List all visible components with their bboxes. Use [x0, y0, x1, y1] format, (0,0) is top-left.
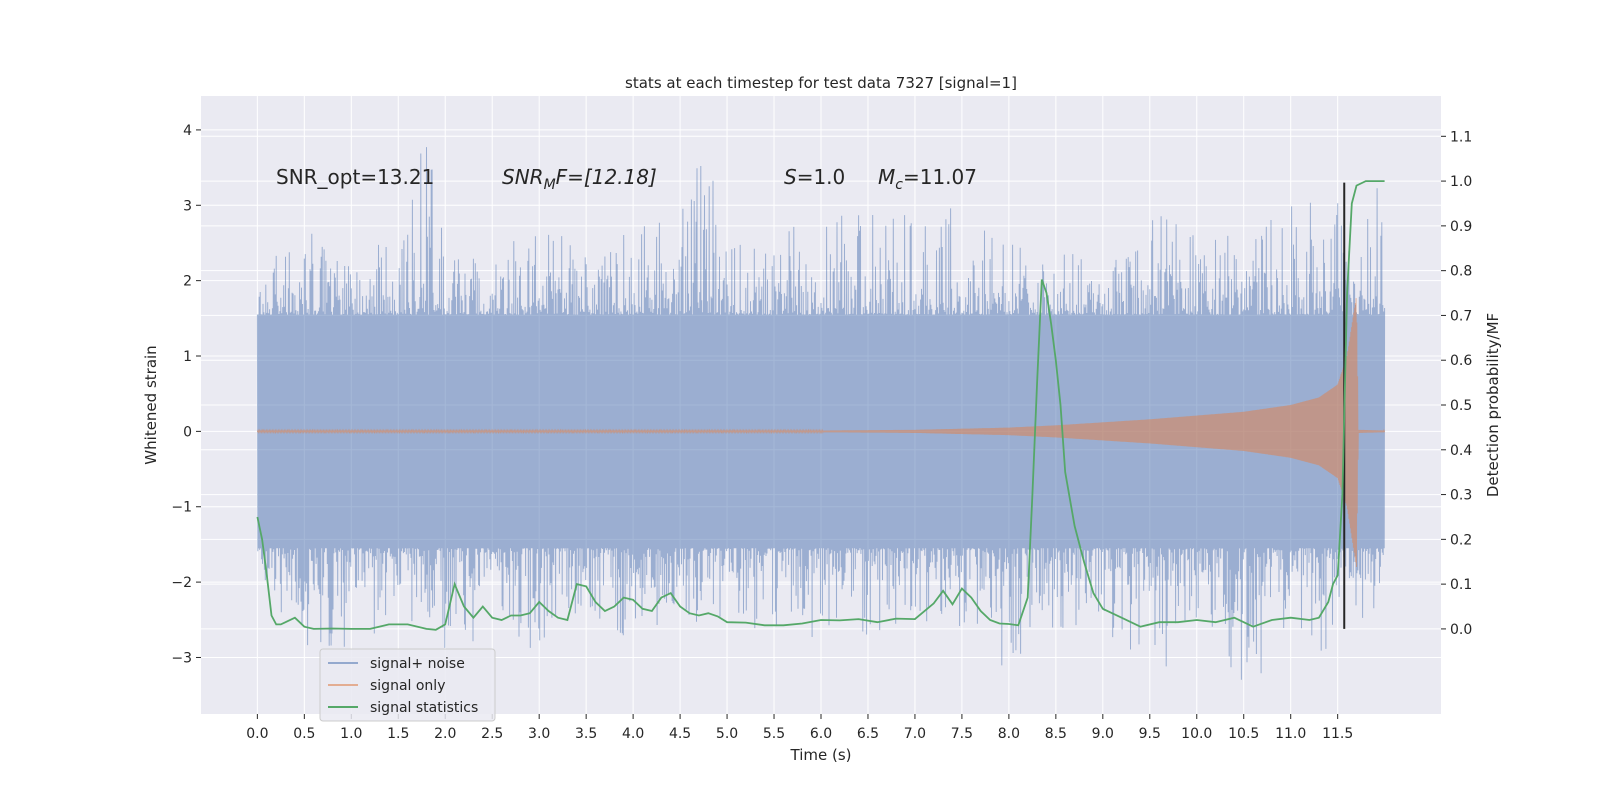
y2-tick-label: 0.2: [1450, 532, 1472, 548]
x-tick-label: 6.0: [810, 726, 832, 742]
x-tick-label: 9.0: [1092, 726, 1114, 742]
x-tick-label: 5.0: [716, 726, 738, 742]
x-tick-label: 5.5: [763, 726, 785, 742]
x-tick-label: 6.5: [857, 726, 879, 742]
x-tick-label: 2.5: [481, 726, 503, 742]
y2-tick-label: 1.0: [1450, 174, 1472, 190]
legend-label-signal-statistics: signal statistics: [370, 700, 478, 716]
x-tick-label: 4.5: [669, 726, 691, 742]
x-tick-label: 2.0: [434, 726, 456, 742]
y2-tick-label: 0.0: [1450, 622, 1472, 638]
x-axis-label: Time (s): [790, 746, 852, 764]
annotation-snr-mf-main: SNR: [502, 165, 544, 189]
annotation-s: S=1.0: [784, 165, 845, 189]
annotation-s-value: =1.0: [797, 165, 846, 189]
x-tick-label: 11.0: [1275, 726, 1306, 742]
annotation-mc-value: =11.07: [903, 165, 977, 189]
legend: signal+ noise signal only signal statist…: [319, 648, 496, 722]
series-layer: [256, 147, 1386, 680]
x-tick-label: 8.5: [1045, 726, 1067, 742]
x-tick-label: 8.0: [998, 726, 1020, 742]
x-tick-label: 10.0: [1181, 726, 1212, 742]
annotation-mc-sub: c: [895, 177, 903, 193]
y2-tick-label: 0.9: [1450, 219, 1472, 235]
y2-tick-label: 0.1: [1450, 577, 1472, 593]
x-tick-label: 1.0: [340, 726, 362, 742]
x-tick-label: 1.5: [387, 726, 409, 742]
x-tick-label: 9.5: [1139, 726, 1161, 742]
y-tick-label: −3: [171, 650, 192, 666]
annotation-snr-opt: SNR_opt=13.21: [276, 165, 434, 189]
y-axis-left: −3 −2 −1 0 1 2 3 4: [171, 123, 201, 666]
x-tick-label: 10.5: [1228, 726, 1259, 742]
x-tick-label: 3.5: [575, 726, 597, 742]
annotation-mc: Mc=11.07: [878, 165, 977, 193]
chart-title: stats at each timestep for test data 732…: [625, 74, 1017, 92]
y-axis-label: Whitened strain: [142, 345, 160, 464]
annotation-snr-mf-sub: M: [544, 177, 556, 193]
legend-box: [319, 648, 496, 722]
series-signal-noise-line: [256, 147, 1386, 680]
y2-tick-label: 0.3: [1450, 488, 1472, 504]
y-axis-right: 0.0 0.1 0.2 0.3 0.4 0.5 0.6 0.7 0.8 0.9 1.0 1.1: [1441, 129, 1472, 638]
y-tick-label: 2: [183, 274, 192, 290]
y2-tick-label: 0.6: [1450, 353, 1472, 369]
legend-label-signal-noise: signal+ noise: [370, 656, 465, 672]
annotation-snr-mf: SNRMF=[12.18]: [502, 165, 657, 193]
y-tick-label: −2: [171, 575, 192, 591]
x-tick-label: 3.0: [528, 726, 550, 742]
y2-axis-label: Detection probability/MF: [1484, 313, 1502, 497]
x-tick-label: 7.5: [951, 726, 973, 742]
y2-tick-label: 0.8: [1450, 264, 1472, 280]
y-tick-label: 1: [183, 349, 192, 365]
y-tick-label: 3: [183, 198, 192, 214]
y-tick-label: 0: [183, 424, 192, 440]
annotation-mc-main: M: [878, 165, 895, 189]
x-tick-label: 0.5: [293, 726, 315, 742]
x-tick-label: 11.5: [1322, 726, 1353, 742]
y2-tick-label: 1.1: [1450, 129, 1472, 145]
annotation-snr-mf-tail-f: F=[12.18]: [556, 165, 657, 189]
y-tick-label: −1: [171, 500, 192, 516]
legend-label-signal-only: signal only: [370, 678, 445, 694]
x-axis: 0.0 0.5 1.0 1.5 2.0 2.5 3.0 3.5 4.0 4.5 5.0 5.5 6.0 6…: [246, 714, 1353, 742]
annotations: SNR_opt=13.21 SNRMF=[12.18] S=1.0 Mc=11.…: [276, 165, 977, 193]
y2-tick-label: 0.5: [1450, 398, 1472, 414]
series-signal-statistics-line: [256, 180, 1385, 631]
y2-tick-label: 0.4: [1450, 443, 1472, 459]
x-tick-label: 0.0: [246, 726, 268, 742]
x-tick-label: 7.0: [904, 726, 926, 742]
y-tick-label: 4: [183, 123, 192, 139]
series-signal-only-line: [256, 298, 1386, 568]
x-tick-label: 4.0: [622, 726, 644, 742]
annotation-s-main: S: [784, 165, 797, 189]
y2-tick-label: 0.7: [1450, 308, 1472, 324]
